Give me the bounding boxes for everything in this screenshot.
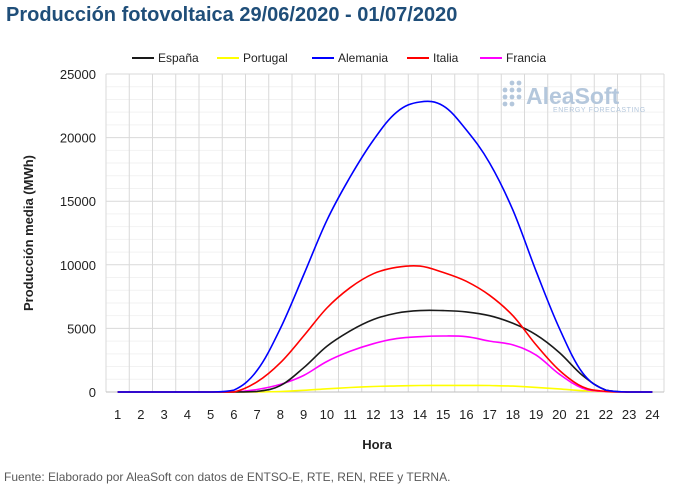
- grid: [105, 73, 665, 393]
- legend-item: Italia: [407, 51, 459, 65]
- x-tick-label: 8: [277, 407, 284, 422]
- logo-dots-icon: [502, 80, 522, 107]
- x-tick-label: 7: [254, 407, 261, 422]
- x-tick-label: 23: [622, 407, 636, 422]
- x-tick-label: 6: [230, 407, 237, 422]
- logo-dot: [516, 94, 522, 100]
- legend: España Portugal Alemania Italia Francia: [132, 51, 546, 65]
- x-tick-label: 13: [389, 407, 403, 422]
- x-tick-label: 14: [413, 407, 427, 422]
- x-tick-label: 24: [645, 407, 659, 422]
- logo-dot: [509, 87, 515, 93]
- logo-dot: [502, 87, 508, 93]
- legend-label: Francia: [506, 51, 546, 65]
- logo-tagline: ENERGY FORECASTING: [553, 107, 646, 114]
- y-tick-label: 5000: [67, 321, 96, 336]
- x-tick-label: 19: [529, 407, 543, 422]
- logo-dot: [502, 101, 508, 107]
- x-tick-label: 22: [599, 407, 613, 422]
- x-tick-label: 12: [366, 407, 380, 422]
- x-tick-label: 21: [575, 407, 589, 422]
- logo-dot: [502, 94, 508, 100]
- logo-dot: [516, 87, 522, 93]
- legend-label: Italia: [433, 51, 459, 65]
- series-line-alemania: [117, 100, 653, 393]
- logo-dot: [509, 101, 515, 107]
- x-axis-title: Hora: [362, 437, 392, 452]
- y-tick-label: 10000: [60, 258, 96, 273]
- x-tick-label: 17: [482, 407, 496, 422]
- x-tick-label: 15: [436, 407, 450, 422]
- source-note: Fuente: Elaborado por AleaSoft con datos…: [4, 470, 451, 484]
- x-tick-label: 10: [320, 407, 334, 422]
- legend-label: Portugal: [243, 51, 288, 65]
- y-tick-label: 20000: [60, 131, 96, 146]
- x-tick-label: 4: [184, 407, 191, 422]
- legend-label: España: [158, 51, 199, 65]
- y-axis-title: Producción media (MWh): [21, 155, 36, 311]
- chart-title: Producción fotovoltaica 29/06/2020 - 01/…: [6, 4, 458, 26]
- x-tick-label: 18: [506, 407, 520, 422]
- x-tick-label: 11: [343, 407, 357, 422]
- y-tick-label: 0: [89, 385, 96, 400]
- x-tick-label: 3: [161, 407, 168, 422]
- series: [117, 100, 653, 393]
- logo-wordmark: AleaSoft: [526, 83, 620, 109]
- y-tick-label: 25000: [60, 67, 96, 82]
- x-tick-label: 16: [459, 407, 473, 422]
- x-tick-label: 1: [114, 407, 121, 422]
- logo-dot: [509, 80, 515, 86]
- legend-item: Portugal: [217, 51, 288, 65]
- x-tick-label: 5: [207, 407, 214, 422]
- logo-dot: [516, 80, 522, 86]
- logo-dot: [509, 94, 515, 100]
- x-tick-label: 20: [552, 407, 566, 422]
- legend-item: España: [132, 51, 199, 65]
- legend-item: Francia: [480, 51, 546, 65]
- x-tick-label: 9: [300, 407, 307, 422]
- y-tick-label: 15000: [60, 194, 96, 209]
- x-tick-label: 2: [137, 407, 144, 422]
- aleasoft-logo: AleaSoft ENERGY FORECASTING: [502, 80, 646, 114]
- legend-label: Alemania: [338, 51, 388, 65]
- legend-item: Alemania: [312, 51, 388, 65]
